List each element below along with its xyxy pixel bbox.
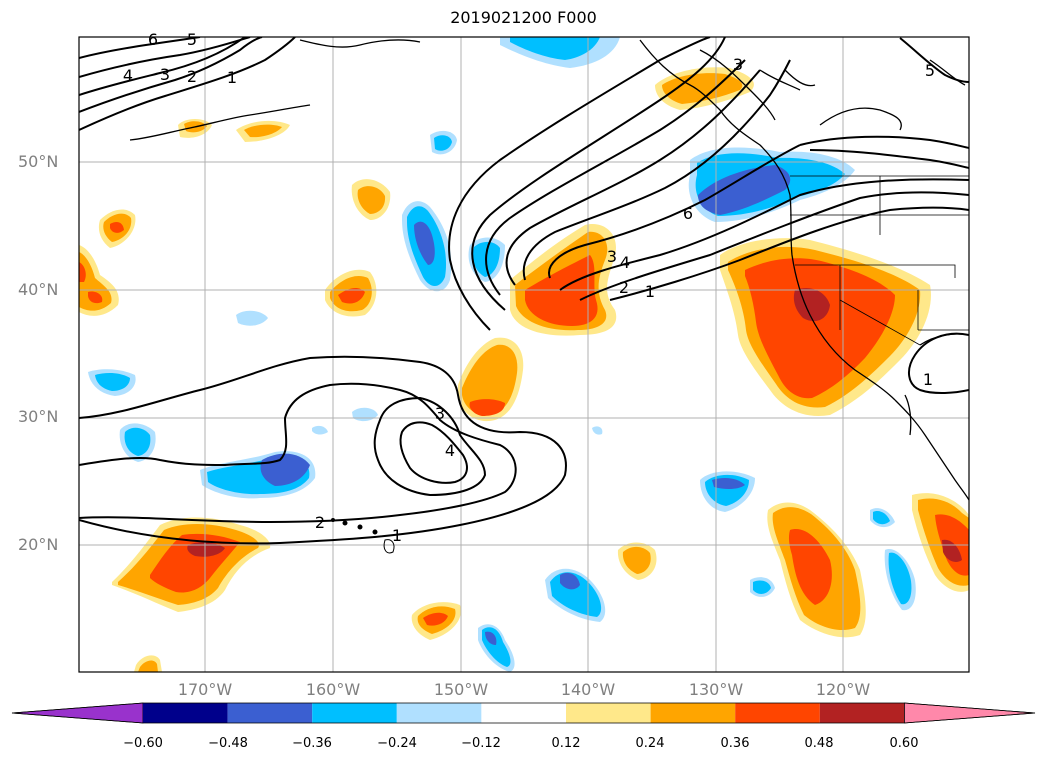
colorbar-extend-low	[11, 702, 144, 724]
lon-label-140w: 140°W	[560, 680, 616, 699]
contour-label: 6	[683, 204, 693, 223]
lon-label-130w: 130°W	[688, 680, 744, 699]
positive-anomaly-region	[79, 252, 112, 311]
negative-anomaly-region	[312, 425, 328, 435]
negative-anomaly-region	[560, 572, 580, 590]
contour-label: 2	[187, 67, 197, 86]
contour-label: 1	[392, 526, 402, 545]
positive-anomaly-region	[469, 399, 505, 416]
colorbar-segment	[143, 703, 228, 723]
hawaiian-islands	[331, 518, 395, 554]
colorbar-segment	[819, 703, 905, 723]
positive-anomaly-region	[745, 258, 895, 399]
positive-anomaly-region	[357, 186, 386, 214]
positive-anomaly-region	[423, 612, 448, 626]
colorbar-segment	[735, 703, 820, 723]
contour-label: 2	[619, 278, 629, 297]
negative-anomaly-region	[753, 580, 771, 594]
map-frame	[78, 36, 970, 673]
positive-anomaly-region	[110, 222, 124, 233]
lat-label-50n: 50°N	[18, 152, 59, 171]
colorbar-tick-label: 0.24	[635, 736, 665, 751]
lat-label-20n: 20°N	[18, 535, 59, 554]
positive-anomaly-region	[788, 529, 832, 605]
contour-label: 6	[148, 30, 158, 49]
contour-label: 3	[607, 247, 617, 266]
contour-label: 3	[435, 404, 445, 423]
contour-lines	[79, 37, 969, 545]
contour-label: 1	[645, 282, 655, 301]
colorbar-outline	[11, 702, 1036, 724]
positive-anomaly-region	[79, 262, 103, 304]
positive-anomaly-region	[622, 546, 651, 574]
colorbar-segment	[481, 703, 566, 723]
contour-label: 5	[925, 61, 935, 80]
positive-anomaly-region	[138, 660, 158, 672]
colorbar-tick-label: 0.60	[889, 736, 919, 751]
contour-label: 4	[123, 66, 133, 85]
contour-label-group: 6 5 4 3 2 1 3 5 6 4 3 2 1 3 4 2 1 1	[123, 30, 935, 545]
colorbar-segment	[227, 703, 313, 723]
negative-anomaly-region	[236, 310, 268, 326]
negative-anomaly-region	[485, 631, 497, 645]
colorbar-segment	[650, 703, 736, 723]
lon-label-160w: 160°W	[305, 680, 361, 699]
anomaly-fills	[79, 37, 969, 672]
positive-anomaly-region	[462, 344, 518, 415]
political-borders	[790, 175, 969, 346]
map-title: 2019021200 F000	[450, 8, 597, 27]
positive-anomaly-region	[244, 124, 282, 138]
lon-label-150w: 150°W	[433, 680, 489, 699]
negative-anomaly-region	[873, 511, 890, 525]
negative-anomaly-region	[712, 477, 745, 490]
negative-anomaly-region	[414, 221, 435, 265]
colorbar-tick-label: −0.60	[123, 736, 163, 751]
colorbar	[11, 702, 1036, 724]
colorbar-segment	[396, 703, 482, 723]
colorbar-segment	[566, 703, 651, 723]
colorbar-segment	[312, 703, 397, 723]
colorbar-tick-label: −0.24	[377, 736, 417, 751]
colorbar-tick-label: 0.36	[720, 736, 750, 751]
lon-label-170w: 170°W	[177, 680, 233, 699]
colorbar-tick-label: 0.48	[804, 736, 834, 751]
colorbar-tick-label: −0.12	[461, 736, 501, 751]
positive-anomaly-region	[187, 542, 225, 557]
contour-label: 4	[445, 441, 455, 460]
contour-label: 3	[160, 65, 170, 84]
contour-label: 1	[923, 370, 933, 389]
negative-anomaly-region	[698, 165, 791, 215]
negative-anomaly-region	[124, 427, 151, 456]
contour-label: 3	[733, 55, 743, 74]
positive-anomaly-region	[338, 288, 365, 304]
contour-label: 1	[227, 68, 237, 87]
contour-label: 2	[315, 513, 325, 532]
gridlines	[79, 37, 969, 672]
lon-label-120w: 120°W	[815, 680, 871, 699]
lat-label-40n: 40°N	[18, 280, 59, 299]
positive-anomaly-region	[793, 288, 830, 322]
contour-label: 5	[187, 30, 197, 49]
colorbar-extend-high	[904, 702, 1036, 724]
contour-label: 4	[620, 253, 630, 272]
negative-anomaly-region	[888, 552, 912, 605]
negative-anomaly-region	[95, 373, 130, 391]
colorbar-tick-label: −0.36	[292, 736, 332, 751]
negative-anomaly-region	[510, 37, 600, 60]
lat-label-30n: 30°N	[18, 407, 59, 426]
colorbar-tick-label: −0.48	[208, 736, 248, 751]
negative-anomaly-region	[434, 135, 452, 151]
negative-anomaly-region	[592, 426, 603, 435]
colorbar-tick-label: 0.12	[551, 736, 581, 751]
